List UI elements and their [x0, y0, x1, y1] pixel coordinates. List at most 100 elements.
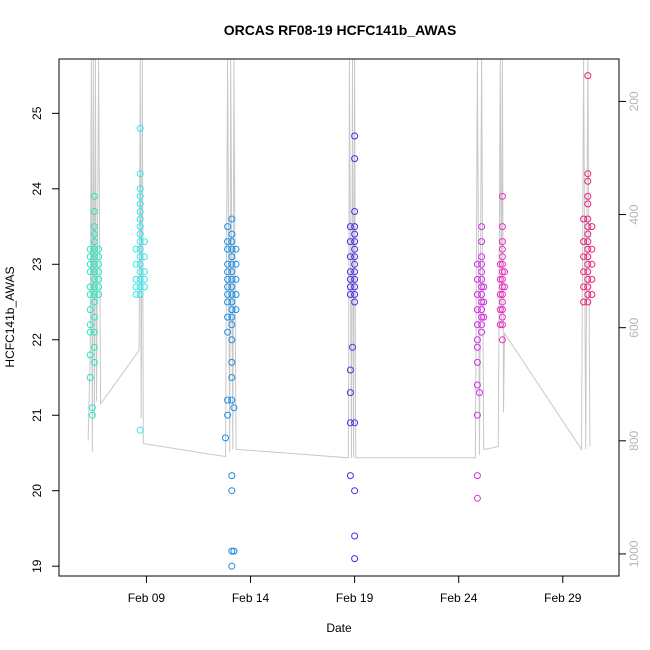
data-point: [584, 177, 592, 185]
data-point: [584, 223, 592, 231]
data-point: [95, 283, 103, 291]
data-point: [473, 411, 481, 419]
data-point: [346, 253, 354, 261]
data-point: [140, 275, 148, 283]
data-point: [346, 419, 354, 427]
series-RF10: [222, 215, 240, 570]
data-point: [580, 298, 588, 306]
data-point: [346, 268, 354, 276]
data-point: [588, 223, 596, 231]
data-point: [351, 283, 359, 291]
data-point: [136, 208, 144, 215]
data-point: [584, 200, 592, 208]
data-point: [95, 291, 103, 298]
data-point: [90, 245, 98, 253]
data-point: [136, 215, 144, 223]
data-point: [88, 404, 96, 412]
data-point: [496, 275, 504, 283]
data-point: [496, 321, 504, 329]
data-point: [473, 260, 481, 268]
data-point: [224, 268, 232, 276]
data-point: [132, 275, 140, 283]
data-point: [90, 358, 98, 366]
data-point: [580, 253, 588, 261]
x-tick-label: Feb 14: [232, 591, 270, 605]
y-axis-label: HCFC141b_AWAS: [3, 266, 17, 367]
data-point: [588, 245, 596, 253]
right-tick-label: 800: [627, 430, 641, 450]
data-point: [86, 291, 94, 298]
data-point: [86, 328, 94, 336]
data-point: [351, 230, 359, 238]
data-point: [588, 275, 596, 283]
data-point: [230, 547, 238, 555]
data-point: [136, 185, 144, 193]
data-point: [473, 306, 481, 314]
data-points-layer: [86, 72, 596, 570]
data-point: [228, 358, 236, 366]
data-point: [132, 260, 140, 268]
data-point: [480, 298, 488, 306]
data-point: [140, 253, 148, 261]
data-point: [132, 283, 140, 291]
data-point: [349, 343, 356, 351]
data-point: [498, 192, 506, 200]
data-point: [224, 260, 232, 268]
data-point: [478, 253, 486, 261]
data-point: [136, 238, 144, 246]
data-point: [496, 260, 504, 268]
right-tick-label: 600: [627, 317, 641, 337]
data-point: [228, 313, 236, 321]
data-point: [473, 381, 481, 389]
data-point: [228, 291, 236, 298]
data-point: [224, 411, 232, 419]
data-point: [473, 472, 481, 480]
data-point: [136, 283, 144, 291]
series-RF14: [580, 72, 596, 306]
data-point: [478, 260, 486, 268]
data-point: [478, 328, 486, 336]
data-point: [476, 389, 483, 397]
data-point: [95, 253, 103, 261]
right-axis: 200 400 600 800 1000: [619, 91, 641, 567]
x-axis: Feb 09 Feb 14 Feb 19 Feb 24 Feb 29: [128, 576, 582, 605]
data-point: [498, 268, 506, 276]
data-point: [228, 268, 236, 276]
data-point: [86, 321, 94, 329]
data-point: [132, 245, 140, 253]
y-tick-label: 19: [30, 559, 44, 573]
data-point: [90, 223, 98, 231]
data-point: [90, 260, 98, 268]
data-point: [228, 306, 236, 314]
data-point: [90, 230, 98, 238]
data-point: [228, 283, 236, 291]
data-point: [498, 238, 506, 246]
data-point: [584, 170, 592, 178]
data-point: [584, 291, 592, 298]
data-point: [228, 260, 236, 268]
data-point: [136, 253, 144, 261]
data-point: [480, 313, 488, 321]
data-point: [501, 283, 508, 291]
data-point: [95, 260, 103, 268]
data-point: [584, 192, 592, 200]
data-point: [228, 396, 236, 404]
y-tick-label: 22: [30, 333, 44, 347]
data-point: [351, 532, 359, 540]
data-point: [346, 275, 354, 283]
data-point: [498, 245, 506, 253]
data-point: [501, 268, 508, 276]
data-point: [90, 192, 98, 200]
data-point: [224, 313, 232, 321]
data-point: [473, 343, 481, 351]
data-point: [228, 215, 236, 223]
data-point: [584, 275, 592, 283]
data-point: [351, 223, 359, 231]
data-point: [346, 283, 354, 291]
data-point: [136, 223, 144, 231]
x-tick-label: Feb 24: [440, 591, 478, 605]
data-point: [95, 245, 103, 253]
data-point: [86, 245, 94, 253]
data-point: [140, 283, 148, 291]
series-RF09: [132, 124, 148, 434]
